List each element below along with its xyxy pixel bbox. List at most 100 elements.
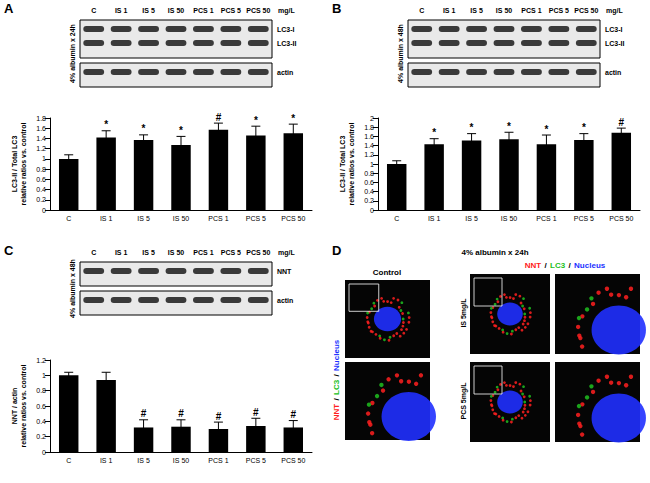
svg-text:LC3-II: LC3-II bbox=[277, 40, 297, 47]
svg-text:0.2: 0.2 bbox=[36, 433, 46, 440]
svg-text:LC3-I: LC3-I bbox=[277, 26, 295, 33]
svg-text:Nucleus: Nucleus bbox=[332, 339, 341, 371]
svg-text:*: * bbox=[432, 127, 436, 138]
svg-text:0.6: 0.6 bbox=[36, 403, 46, 410]
svg-text:IS 5: IS 5 bbox=[137, 457, 150, 464]
svg-text:IS 50: IS 50 bbox=[173, 215, 189, 222]
svg-text:IS 1: IS 1 bbox=[115, 249, 128, 256]
svg-text:actin: actin bbox=[605, 69, 621, 76]
svg-text:mg/L: mg/L bbox=[278, 249, 295, 257]
svg-text:C: C bbox=[91, 7, 96, 14]
svg-text:0.4: 0.4 bbox=[36, 186, 46, 193]
svg-text:*: * bbox=[544, 124, 548, 135]
svg-text:Control: Control bbox=[373, 268, 401, 277]
svg-text:IS 1: IS 1 bbox=[428, 215, 441, 222]
svg-text:C: C bbox=[394, 215, 399, 222]
svg-text:1.8: 1.8 bbox=[36, 115, 46, 122]
svg-text:C: C bbox=[419, 7, 424, 14]
svg-text:PCS 1: PCS 1 bbox=[521, 7, 541, 14]
svg-text:IS 5: IS 5 bbox=[137, 215, 150, 222]
svg-text:*: * bbox=[104, 119, 108, 130]
svg-text:#: # bbox=[141, 408, 147, 419]
svg-text:0.4: 0.4 bbox=[364, 188, 374, 195]
svg-text:C: C bbox=[66, 457, 71, 464]
svg-text:PCS 5: PCS 5 bbox=[246, 457, 266, 464]
svg-text:IS 5: IS 5 bbox=[142, 249, 155, 256]
svg-text:*: * bbox=[507, 121, 511, 132]
svg-text:1.4: 1.4 bbox=[36, 135, 46, 142]
svg-text:IS 50: IS 50 bbox=[501, 215, 517, 222]
svg-text:IS 5: IS 5 bbox=[142, 7, 155, 14]
svg-text:A: A bbox=[4, 1, 14, 16]
svg-text:C: C bbox=[66, 215, 71, 222]
svg-text:0: 0 bbox=[42, 207, 46, 214]
svg-text:1.2: 1.2 bbox=[364, 151, 374, 158]
svg-text:IS 1: IS 1 bbox=[100, 215, 113, 222]
svg-text:PCS 5: PCS 5 bbox=[221, 7, 241, 14]
svg-text:PCS 50: PCS 50 bbox=[246, 249, 270, 256]
svg-text:IS 5: IS 5 bbox=[465, 215, 478, 222]
svg-text:NNT: NNT bbox=[332, 404, 341, 421]
svg-text:1.4: 1.4 bbox=[364, 142, 374, 149]
svg-text:NNT / actin: NNT / actin bbox=[11, 388, 18, 425]
svg-text:#: # bbox=[253, 407, 259, 418]
svg-text:0.8: 0.8 bbox=[36, 387, 46, 394]
svg-text:IS 1: IS 1 bbox=[443, 7, 456, 14]
svg-text:PCS 1: PCS 1 bbox=[193, 249, 213, 256]
svg-text:#: # bbox=[216, 112, 222, 123]
svg-text:IS 1: IS 1 bbox=[100, 457, 113, 464]
svg-text:LC3-I: LC3-I bbox=[605, 26, 623, 33]
svg-text:PCS 5: PCS 5 bbox=[574, 215, 594, 222]
svg-text:0.4: 0.4 bbox=[36, 418, 46, 425]
svg-text:#: # bbox=[619, 117, 625, 128]
svg-text:*: * bbox=[142, 123, 146, 134]
svg-text:IS 50: IS 50 bbox=[173, 457, 189, 464]
svg-text:mg/L: mg/L bbox=[278, 7, 295, 15]
svg-text:*: * bbox=[179, 125, 183, 136]
svg-text:PCS 50: PCS 50 bbox=[281, 457, 305, 464]
svg-text:1.6: 1.6 bbox=[364, 133, 374, 140]
svg-text:*: * bbox=[254, 115, 258, 126]
svg-text:PCS 50: PCS 50 bbox=[281, 215, 305, 222]
svg-text:IS 5mg/L: IS 5mg/L bbox=[460, 298, 468, 328]
svg-text:LC3: LC3 bbox=[550, 261, 566, 270]
svg-text:1: 1 bbox=[42, 155, 46, 162]
svg-text:Nucleus: Nucleus bbox=[574, 261, 606, 270]
svg-text:PCS 50: PCS 50 bbox=[246, 7, 270, 14]
svg-text:PCS 5mg/L: PCS 5mg/L bbox=[460, 382, 468, 420]
svg-text:relative ratios vs. control: relative ratios vs. control bbox=[348, 123, 355, 206]
svg-text:1.2: 1.2 bbox=[36, 145, 46, 152]
svg-text:PCS 50: PCS 50 bbox=[574, 7, 598, 14]
svg-text:1.6: 1.6 bbox=[36, 125, 46, 132]
svg-text:PCS 1: PCS 1 bbox=[208, 457, 228, 464]
svg-text:0.2: 0.2 bbox=[36, 196, 46, 203]
svg-text:relative ratios vs. control: relative ratios vs. control bbox=[20, 123, 27, 206]
svg-text:IS 5: IS 5 bbox=[470, 7, 483, 14]
svg-text:D: D bbox=[332, 243, 341, 258]
svg-text:0.2: 0.2 bbox=[364, 197, 374, 204]
svg-text:4% albumin x 48h: 4% albumin x 48h bbox=[397, 24, 404, 83]
svg-text:C: C bbox=[91, 249, 96, 256]
svg-text:#: # bbox=[178, 408, 184, 419]
svg-text:relative ratios vs. control: relative ratios vs. control bbox=[20, 365, 27, 448]
svg-text:0: 0 bbox=[42, 449, 46, 456]
svg-text:4% albumin x 48h: 4% albumin x 48h bbox=[69, 259, 76, 318]
svg-text:NNT: NNT bbox=[525, 261, 542, 270]
svg-text:LC3-II: LC3-II bbox=[605, 40, 625, 47]
svg-text:0.6: 0.6 bbox=[36, 176, 46, 183]
svg-text:*: * bbox=[470, 122, 474, 133]
svg-text:IS 50: IS 50 bbox=[496, 7, 512, 14]
svg-text:0.6: 0.6 bbox=[364, 179, 374, 186]
svg-text:#: # bbox=[216, 411, 222, 422]
svg-text:actin: actin bbox=[277, 297, 293, 304]
svg-text:PCS 1: PCS 1 bbox=[208, 215, 228, 222]
svg-text:#: # bbox=[291, 409, 297, 420]
svg-text:1: 1 bbox=[370, 161, 374, 168]
svg-text:1.2: 1.2 bbox=[36, 357, 46, 364]
svg-text:LC3-II / Total LC3: LC3-II / Total LC3 bbox=[339, 136, 346, 193]
svg-text:1.8: 1.8 bbox=[364, 124, 374, 131]
svg-text:2: 2 bbox=[370, 115, 374, 122]
svg-text:PCS 5: PCS 5 bbox=[549, 7, 569, 14]
svg-text:*: * bbox=[582, 122, 586, 133]
svg-text:PCS 50: PCS 50 bbox=[609, 215, 633, 222]
